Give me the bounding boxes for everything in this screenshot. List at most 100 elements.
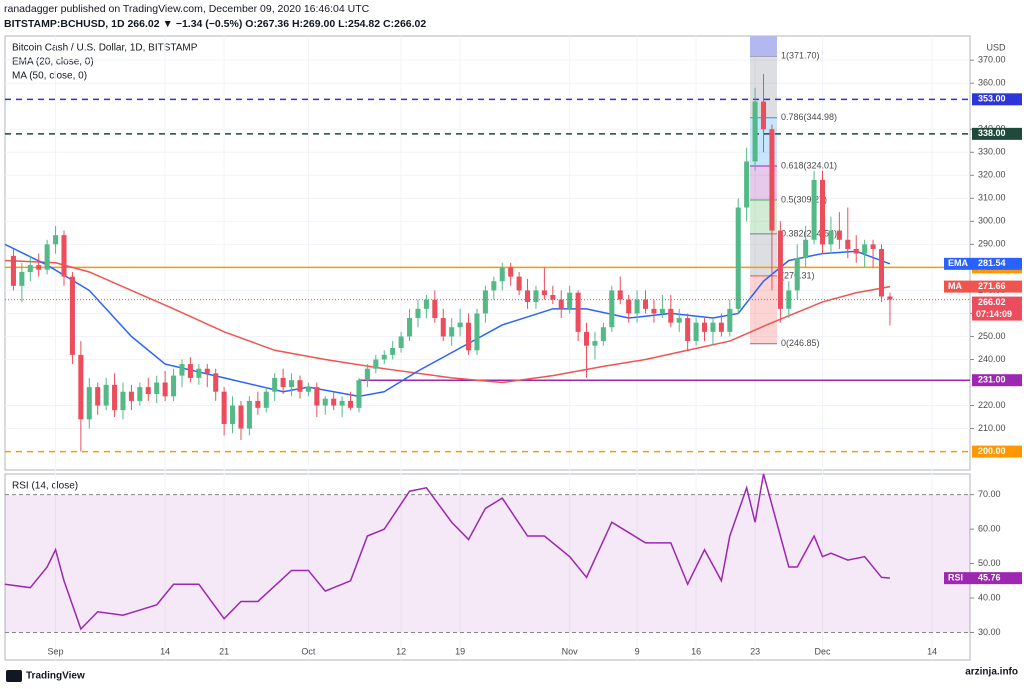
candle-body — [828, 230, 834, 245]
candle-body — [322, 398, 328, 406]
candle-body — [280, 377, 286, 388]
fib-label: 0.5(309.27) — [781, 194, 827, 204]
candle-body — [154, 382, 160, 395]
ma-line — [4, 259, 891, 384]
x-tick-label: Oct — [301, 646, 316, 656]
x-tick-label: 23 — [750, 646, 760, 656]
candle-body — [659, 308, 665, 314]
candle-body — [541, 290, 547, 296]
x-tick-label: 19 — [455, 646, 465, 656]
price-pane — [4, 35, 971, 471]
candle-body — [626, 299, 632, 314]
candle-body — [120, 391, 126, 411]
level-badge — [972, 93, 1022, 106]
candle-body — [558, 299, 564, 309]
candle-body — [95, 387, 101, 406]
candle-body — [693, 322, 699, 342]
candle-body — [592, 341, 598, 346]
y-tick-label: 330.00 — [978, 147, 1006, 157]
candle-body — [474, 313, 480, 351]
candle-body — [525, 290, 531, 302]
level-label: 338.00 — [978, 128, 1006, 138]
candle-body — [516, 276, 522, 291]
candle-body — [289, 380, 295, 388]
candle-body — [508, 267, 514, 277]
rsi-pane — [4, 473, 971, 661]
candle-body — [440, 318, 446, 337]
candle-body — [600, 327, 606, 342]
candle-body — [10, 255, 16, 286]
ma-legend: MA (50, close, 0) — [12, 71, 87, 82]
ma-badge-name: MA — [948, 281, 962, 291]
candle-body — [246, 400, 252, 429]
candle-body — [364, 368, 370, 381]
last-price-badge — [972, 296, 1022, 321]
candle-body — [499, 267, 505, 282]
y-tick-label: 320.00 — [978, 170, 1006, 180]
y-tick-label: 250.00 — [978, 331, 1006, 341]
candle-body — [836, 230, 842, 240]
candle-body — [550, 295, 556, 300]
rsi-tick-label: 50.00 — [978, 558, 1001, 568]
x-tick-label: 12 — [396, 646, 406, 656]
candle-body — [575, 292, 581, 332]
candle-body — [331, 398, 337, 406]
rsi-line — [4, 473, 891, 631]
x-tick-label: Dec — [815, 646, 832, 656]
candle-body — [584, 331, 590, 346]
rsi-band — [5, 494, 970, 633]
candle-body — [887, 296, 893, 300]
y-tick-label: 310.00 — [978, 193, 1006, 203]
candle-body — [187, 364, 193, 378]
candle-body — [567, 292, 573, 309]
candle-body — [44, 244, 50, 270]
fib-zone — [750, 233, 777, 276]
rsi-tick-label: 60.00 — [978, 523, 1001, 533]
candle-body — [718, 322, 724, 332]
candle-body — [145, 387, 151, 395]
candle-body — [86, 387, 92, 420]
x-tick-label: 9 — [635, 646, 640, 656]
candle-body — [491, 281, 497, 291]
rsi-badge-name: RSI — [948, 573, 963, 583]
candle-body — [263, 391, 269, 408]
rsi-tick-label: 70.00 — [978, 489, 1001, 499]
candle-body — [744, 161, 750, 208]
candle-body — [196, 368, 202, 378]
ma-badge-value: 271.66 — [978, 281, 1006, 291]
candle-body — [701, 322, 708, 332]
fib-highlight — [750, 36, 777, 57]
candle-body — [449, 327, 455, 337]
candle-body — [390, 347, 396, 355]
level-badge — [972, 445, 1022, 458]
y-tick-label: 220.00 — [978, 400, 1006, 410]
candle-body — [204, 368, 210, 374]
candle-body — [36, 265, 42, 270]
candle-body — [339, 400, 345, 406]
y-tick-label: 360.00 — [978, 78, 1006, 88]
level-badge — [972, 127, 1022, 140]
rsi-badge — [944, 572, 1022, 585]
rsi-tick-label: 40.00 — [978, 592, 1001, 602]
x-tick-label: 14 — [160, 646, 170, 656]
candle-body — [407, 318, 413, 337]
ema-badge-name: EMA — [948, 258, 969, 268]
countdown: 07:14:09 — [976, 309, 1012, 319]
candle-body — [735, 207, 741, 309]
candle-body — [482, 290, 488, 314]
rsi-tick-label: 30.00 — [978, 627, 1001, 637]
candle-body — [853, 248, 859, 254]
candle-body — [381, 354, 387, 360]
candle-body — [221, 391, 227, 424]
ema-badge-value: 281.54 — [978, 258, 1006, 268]
candle-body — [297, 380, 303, 392]
candle-body — [457, 322, 463, 328]
candle-body — [710, 322, 716, 332]
ema-legend: EMA (20, close, 0) — [12, 57, 94, 68]
candle-body — [651, 308, 657, 314]
quote: BITSTAMP:BCHUSD, 1D 266.02 ▼ −1.34 (−0.5… — [4, 18, 426, 30]
candle-body — [811, 179, 817, 240]
candle-body — [794, 258, 800, 291]
candle-body — [415, 308, 421, 319]
